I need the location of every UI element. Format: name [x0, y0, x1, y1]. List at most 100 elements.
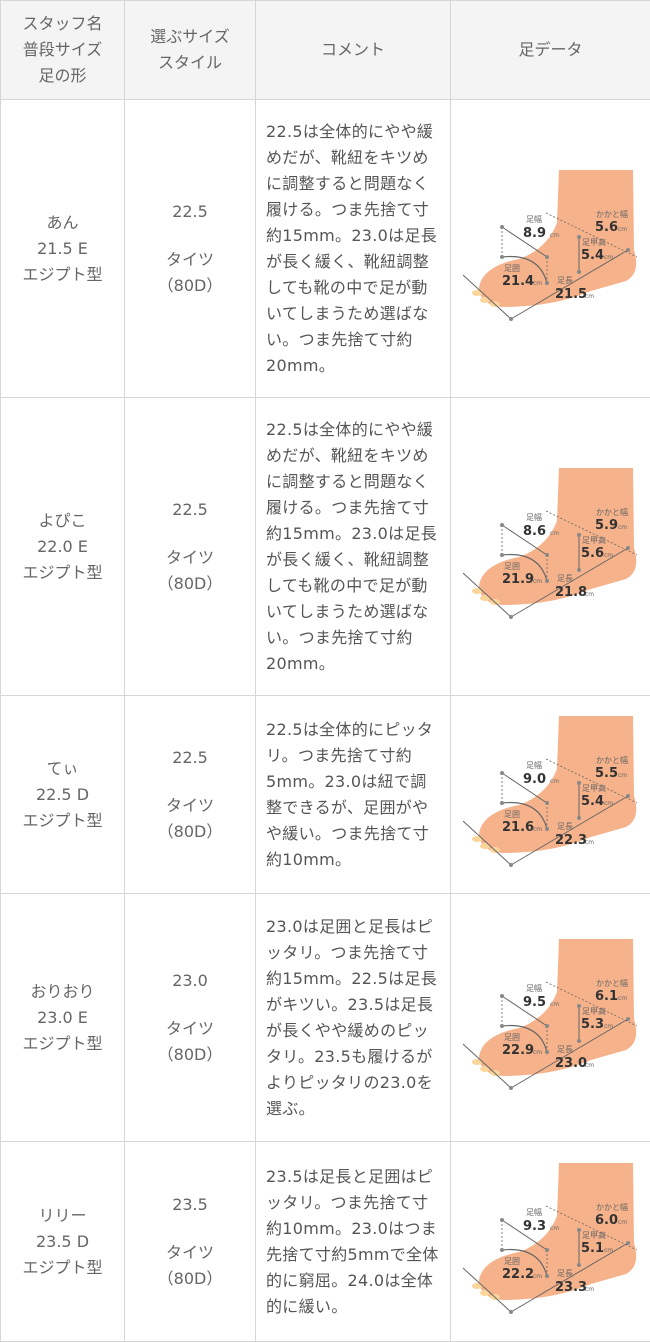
comment-cell: 22.5は全体的にやや緩めだが、靴紐をキツめに調整すると問題なく履ける。つま先捨… — [256, 398, 451, 696]
measure-point — [500, 771, 504, 775]
instep-value: 5.6 — [581, 546, 604, 561]
header-chosen-size: 選ぶサイズ — [126, 24, 254, 50]
unit: cm — [585, 1062, 594, 1069]
measure-point — [545, 827, 549, 831]
measure-point — [626, 1241, 630, 1245]
denier: （80D） — [126, 571, 254, 597]
unit: cm — [618, 995, 627, 1002]
length-label: 足長 — [557, 276, 573, 285]
measure-point — [500, 255, 504, 259]
measure-point — [577, 568, 581, 572]
unit: cm — [550, 1001, 559, 1008]
unit: cm — [550, 778, 559, 785]
instep-label: 足甲高 — [582, 783, 606, 793]
width-value: 9.0 — [523, 772, 546, 787]
instep-value: 5.1 — [581, 1241, 604, 1256]
foot-shape: エジプト型 — [2, 1255, 123, 1281]
width-label: 足幅 — [526, 983, 542, 993]
measure-point — [577, 1004, 581, 1008]
unit: cm — [585, 293, 594, 300]
girth-value: 21.6 — [502, 820, 534, 835]
measure-point — [545, 801, 549, 805]
header-staff: スタッフ名 普段サイズ 足の形 — [1, 1, 125, 100]
instep-value: 5.3 — [581, 1017, 604, 1032]
measure-point — [545, 1248, 549, 1252]
style: タイツ — [126, 1016, 254, 1042]
width-value: 8.6 — [523, 524, 546, 539]
unit: cm — [533, 826, 542, 833]
instep-label: 足甲高 — [582, 1230, 606, 1240]
heel-width-label: かかと幅 — [596, 978, 628, 988]
length-value: 23.0 — [555, 1056, 587, 1071]
header-chosen: 選ぶサイズ スタイル — [125, 1, 256, 100]
measure-point — [577, 270, 581, 274]
denier: （80D） — [126, 1266, 254, 1292]
measure-point — [626, 546, 630, 550]
staff-name: よぴこ — [2, 508, 123, 534]
heel-width-value: 5.9 — [595, 518, 618, 533]
measure-point — [545, 255, 549, 259]
heel-width-label: かかと幅 — [596, 507, 628, 517]
header-comment: コメント — [256, 1, 451, 100]
measure-point — [509, 1086, 513, 1090]
instep-value: 5.4 — [581, 248, 604, 263]
denier: （80D） — [126, 1042, 254, 1068]
measure-point — [626, 1017, 630, 1021]
measure-point — [500, 1218, 504, 1222]
instep-label: 足甲高 — [582, 1006, 606, 1016]
unit: cm — [533, 1273, 542, 1280]
unit: cm — [533, 280, 542, 287]
usual-size: 22.0 E — [2, 534, 123, 560]
unit: cm — [550, 530, 559, 537]
girth-label: 足囲 — [504, 1257, 520, 1266]
measure-point — [509, 317, 513, 321]
header-row: スタッフ名 普段サイズ 足の形 選ぶサイズ スタイル コメント 足データ — [1, 1, 650, 100]
foot-shape: エジプト型 — [2, 1031, 123, 1057]
foot-shape: エジプト型 — [2, 808, 123, 834]
unit: cm — [585, 839, 594, 846]
measure-point — [500, 994, 504, 998]
usual-size: 23.5 D — [2, 1229, 123, 1255]
usual-size: 22.5 D — [2, 782, 123, 808]
denier: （80D） — [126, 819, 254, 845]
chosen-size: 22.5 — [126, 199, 254, 225]
chosen-size: 22.5 — [126, 497, 254, 523]
unit: cm — [533, 1049, 542, 1056]
girth-value: 21.9 — [502, 572, 534, 587]
comment-text: 22.5は全体的にピッタリ。つま先捨て寸約5mm。23.0は紐で調整できるが、足… — [266, 717, 440, 873]
usual-size: 21.5 E — [2, 236, 123, 262]
measure-point — [626, 794, 630, 798]
measure-point — [500, 1248, 504, 1252]
measure-point — [545, 579, 549, 583]
measure-point — [577, 816, 581, 820]
comment-text: 22.5は全体的にやや緩めだが、靴紐をキツめに調整すると問題なく履ける。つま先捨… — [266, 119, 440, 379]
instep-label: 足甲高 — [582, 535, 606, 545]
measure-point — [626, 248, 630, 252]
measure-point — [500, 1024, 504, 1028]
unit: cm — [604, 1247, 613, 1254]
usual-size: 23.0 E — [2, 1005, 123, 1031]
header-staff-name: スタッフ名 — [2, 11, 123, 37]
measure-point — [545, 553, 549, 557]
heel-width-label: かかと幅 — [596, 755, 628, 765]
comment-cell: 23.5は足長と足囲はピッタリ。つま先捨て寸約10mm。23.0はつま先捨て寸約… — [256, 1142, 451, 1342]
unit: cm — [618, 524, 627, 531]
length-label: 足長 — [557, 822, 573, 831]
unit: cm — [618, 772, 627, 779]
measure-point — [577, 1263, 581, 1267]
length-label: 足長 — [557, 1269, 573, 1278]
heel-width-label: かかと幅 — [596, 209, 628, 219]
measure-point — [500, 523, 504, 527]
unit: cm — [604, 552, 613, 559]
